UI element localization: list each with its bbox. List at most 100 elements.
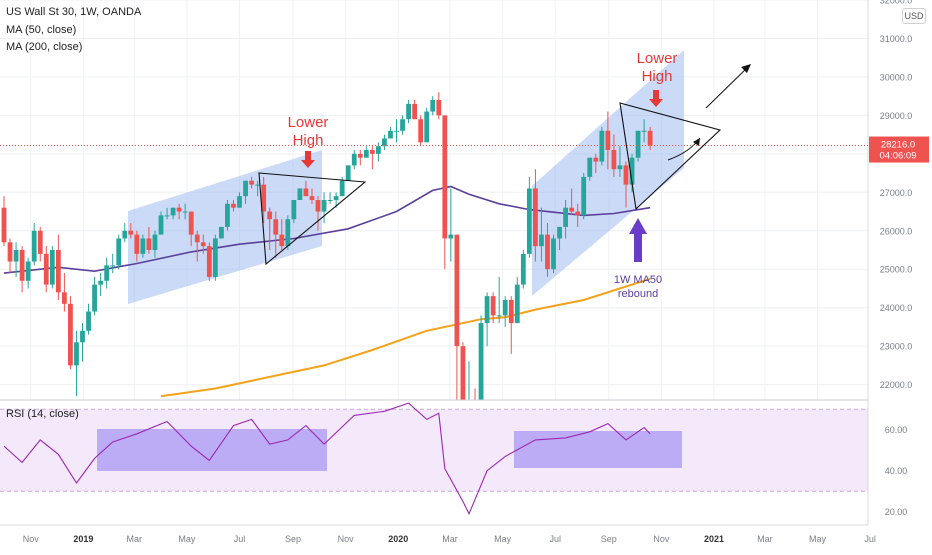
candle-body [116,238,122,266]
candle-body [255,184,261,186]
candle-body [593,157,599,162]
candle-body [104,265,110,281]
candle-body [309,196,315,200]
time-tick-label: Jul [234,534,246,544]
rsi-line [3,402,651,516]
candle-body [80,330,85,343]
price-tick-label: 29000.0 [880,111,913,121]
candle-body [152,234,158,250]
candle-body [146,238,152,250]
symbol-legend[interactable]: US Wall St 30, 1W, OANDA [6,6,142,18]
candle-body [279,234,285,247]
channels [128,50,684,304]
candle-body [363,150,369,158]
candle-body [74,342,79,366]
ma200-legend[interactable]: MA (200, close) [6,41,83,53]
time-tick-label: Nov [338,534,355,544]
candle-body [164,215,170,217]
candle-body [25,261,31,281]
time-tick-label: 2020 [388,534,408,544]
candle-body [212,238,218,277]
candle-body [267,211,273,220]
time-tick-label: Sep [285,534,301,544]
channel-2019 [128,150,322,304]
candle-body [575,211,581,216]
price-tick-label: 26000.0 [880,226,913,236]
candle-body [273,219,279,235]
candle-body [170,207,176,216]
candle-body [134,234,140,254]
candle-body [508,300,514,324]
candle-body [43,253,49,285]
currency-button[interactable]: USD [902,8,926,24]
candle-body [200,242,206,247]
price-axis-bg [868,0,932,550]
candle-body [569,207,575,212]
candle-body [68,303,73,366]
candle-body [545,234,550,270]
price-tick-label: 32000.0 [880,0,913,6]
candle-body [369,150,375,154]
candle-body [345,165,351,181]
last-price-badge [869,136,929,163]
price-tick-label: 23000.0 [880,342,913,352]
candle-body [490,296,496,316]
ma50-legend[interactable]: MA (50, close) [6,24,77,36]
candle-body [581,176,587,216]
candle-body [98,280,104,285]
rsi-legend[interactable]: RSI (14, close) [6,408,79,420]
rsi-layer [0,400,868,525]
candle-body [110,265,116,267]
candle-body [442,115,448,239]
candle-body [19,250,25,281]
candle-body [388,130,393,139]
candle-body [375,146,381,154]
candle-body [291,200,297,220]
candle-body [61,292,67,304]
candle-body [430,100,436,112]
candle-body [502,300,508,316]
candle-body [418,119,424,143]
candle-body [37,230,43,254]
candle-body [231,203,236,208]
countdown-label: 04:06:09 [880,151,917,162]
candle-body [261,184,267,212]
price-tick-label: 27000.0 [880,188,913,198]
time-tick-label: Nov [653,534,670,544]
candle-body [55,250,61,293]
lower-high-1-line1: Lower [288,114,329,131]
candle-body [327,200,333,201]
candle-body [533,188,538,247]
candle-body [526,188,532,254]
ma50-line [3,185,651,274]
candle-body [382,138,387,147]
time-tick-label: Sep [601,534,617,544]
candle-body [13,250,19,262]
candle-body [478,323,484,400]
candle-body [357,153,363,158]
candle-body [635,130,641,158]
price-tick-label: 22000.0 [880,380,913,390]
candle-body [424,111,430,143]
candle-body [237,196,242,208]
candle-body [140,238,146,254]
lower-high-2-line2: High [642,68,673,85]
lower-high-1-line2: High [293,132,324,149]
candle-body [599,130,605,162]
triangle-2019 [258,172,367,266]
candle-body [514,284,520,324]
candle-body [617,165,623,170]
candle-body [412,103,418,120]
candle-body [225,203,230,227]
price-tick-label: 30000.0 [880,72,913,82]
candle-body [194,234,200,243]
candle-body [206,246,212,277]
time-tick-label: Mar [127,534,143,544]
price-tick-label: 31000.0 [880,34,913,44]
time-tick-label: Nov [23,534,40,544]
time-tick-label: Jul [549,534,561,544]
price-tick-label: 24000.0 [880,303,913,313]
